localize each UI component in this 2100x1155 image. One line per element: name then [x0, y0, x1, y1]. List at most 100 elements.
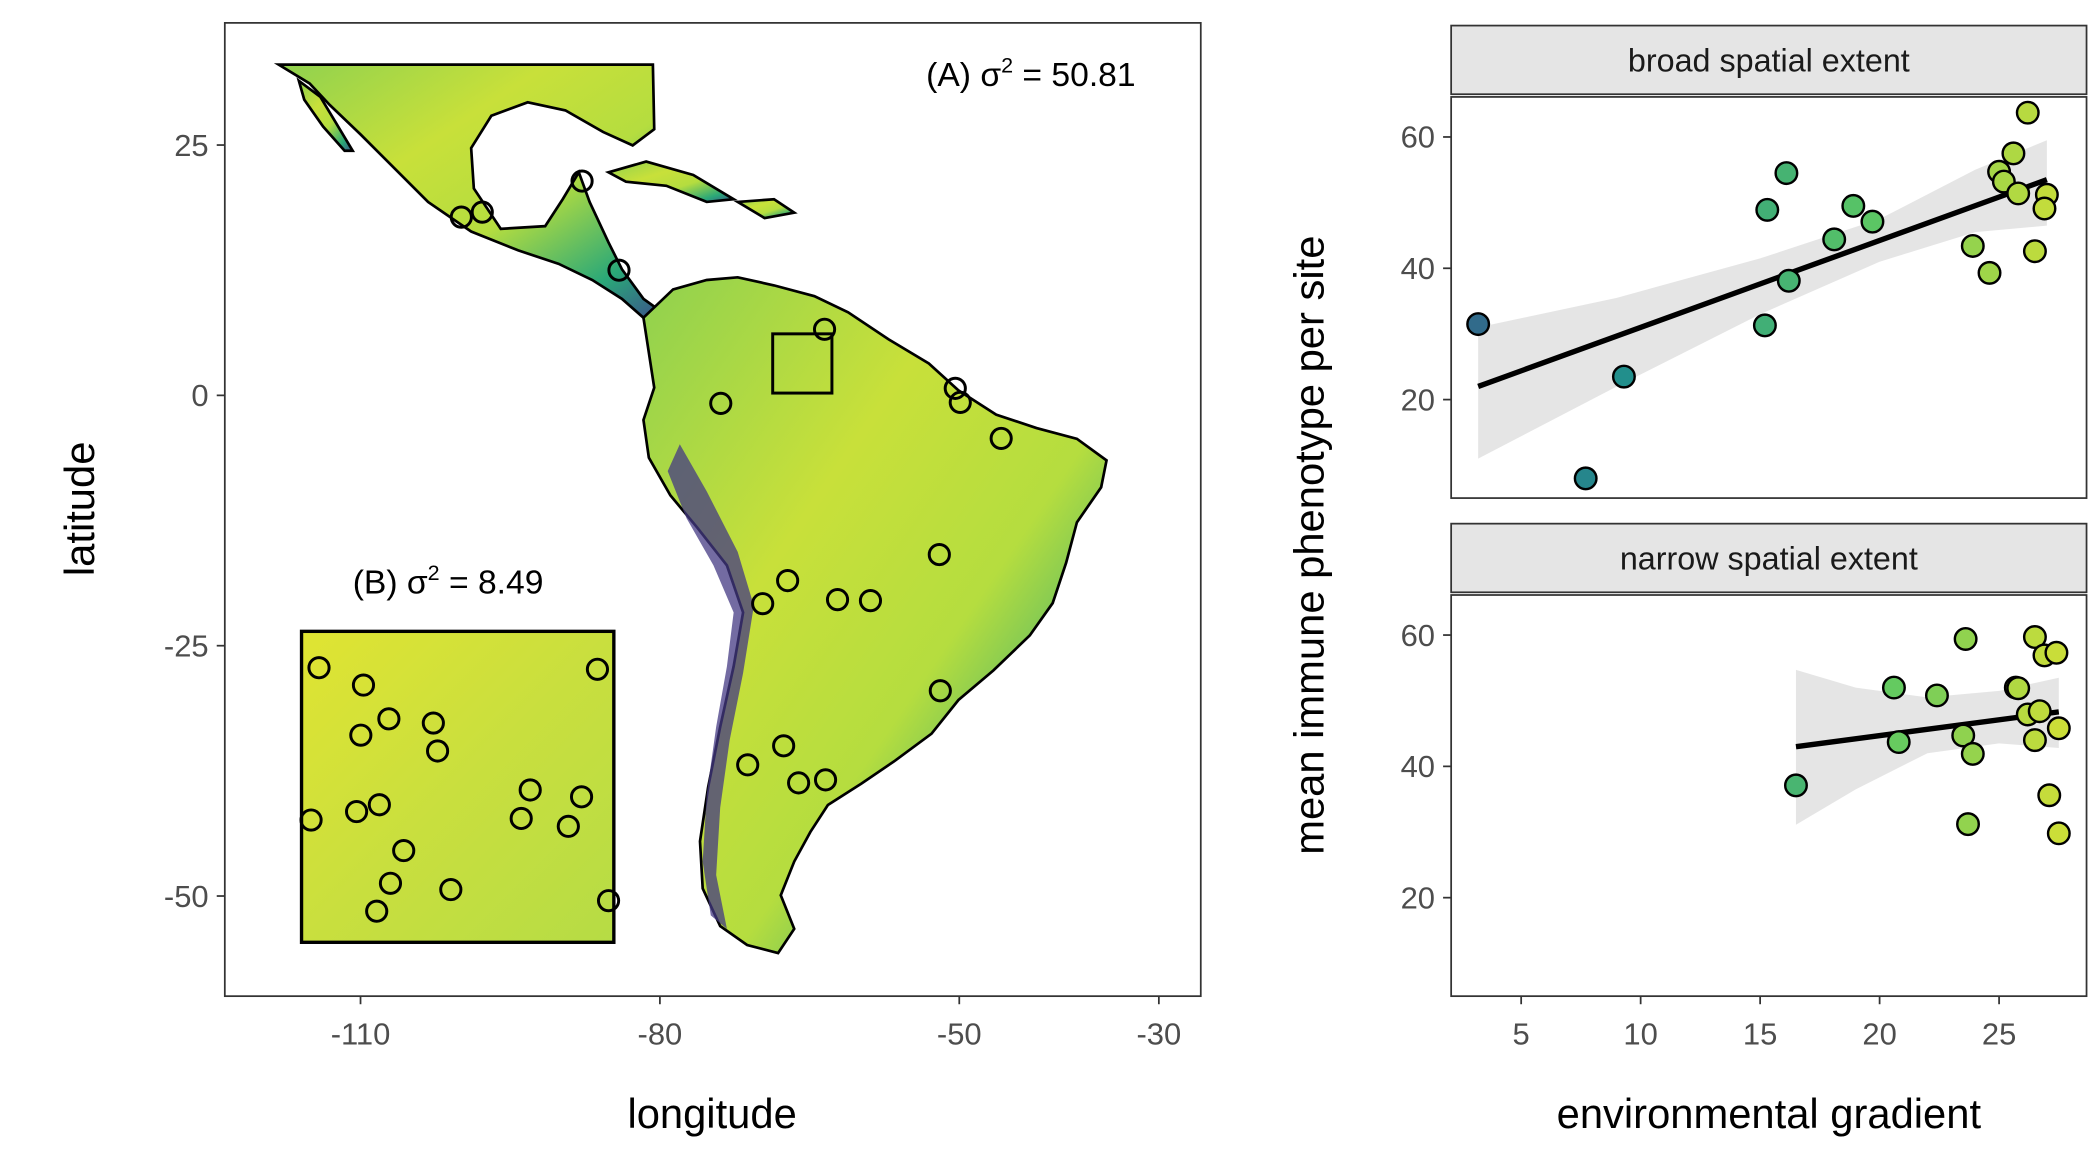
facet-strip-title: narrow spatial extent: [1620, 540, 1918, 576]
site-marker: [470, 200, 494, 224]
map-y-tick-label: -50: [164, 879, 209, 914]
inset-locator-box: [771, 332, 834, 395]
facet-narrow: narrow spatial extent 20 40 60: [1401, 522, 2088, 998]
data-point: [1783, 773, 1808, 798]
regression-line: [1795, 709, 2060, 750]
data-point: [1573, 466, 1598, 491]
inset-site-marker: [349, 723, 373, 747]
site-marker: [825, 588, 850, 612]
facet-strip-title: broad spatial extent: [1628, 42, 1910, 78]
map-frame: [223, 22, 1202, 998]
regression-line: [1477, 177, 2048, 389]
map-x-tick-label: -110: [331, 1017, 391, 1052]
data-point: [1956, 812, 1980, 837]
data-point: [1881, 675, 1906, 700]
site-marker: [812, 317, 837, 341]
inset-site-marker: [299, 808, 323, 832]
facet-frame: [1450, 594, 2088, 998]
y-tick-label: 20: [1401, 880, 1435, 915]
site-marker: [736, 753, 760, 777]
site-marker: [570, 169, 594, 193]
data-point: [2032, 196, 2057, 221]
north-central-america: [273, 63, 666, 320]
map-y-tick-label: 0: [191, 378, 208, 413]
data-point: [1755, 197, 1780, 222]
inset-site-marker: [518, 778, 542, 802]
data-point: [2046, 821, 2071, 846]
map-y-tick-label: -25: [164, 628, 209, 663]
data-point: [1466, 312, 1491, 337]
data-point: [1776, 268, 1801, 293]
data-point: [2027, 699, 2052, 724]
data-point: [1951, 723, 1976, 748]
data-point: [1924, 683, 1949, 708]
data-point: [2006, 676, 2031, 701]
site-marker: [989, 426, 1013, 451]
facet-y-axis-title: mean immune phenotype per site: [1285, 236, 1332, 855]
facet-frame: [1450, 96, 2088, 499]
confidence-band: [1795, 669, 2059, 825]
map-x-tick-label: -50: [937, 1017, 982, 1052]
site-marker: [709, 391, 733, 415]
inset-site-marker: [365, 899, 389, 923]
data-point: [1860, 209, 1885, 234]
inset-site-marker: [596, 889, 621, 913]
map-axes: -110 -80 -50 -30 25 0 -25 -50: [164, 128, 1181, 1052]
inset-site-marker: [367, 793, 391, 817]
data-point: [2022, 728, 2047, 753]
facet-strip: [1450, 522, 2088, 594]
site-marker: [858, 589, 883, 613]
x-tick-label: 25: [1982, 1017, 2016, 1052]
site-marker: [948, 390, 972, 414]
data-point: [1960, 741, 1985, 766]
inset-sites: [299, 656, 621, 923]
hispaniola: [733, 197, 798, 220]
site-marker: [787, 771, 811, 795]
data-point: [2044, 640, 2069, 665]
inset-site-marker: [345, 800, 369, 824]
data-point: [1977, 260, 2002, 285]
inset-site-marker: [378, 871, 403, 895]
land-layer: [273, 63, 1109, 955]
data-point: [1886, 730, 1911, 755]
map-sites: [449, 169, 1013, 795]
inset-site-marker: [569, 785, 594, 809]
data-point: [1752, 313, 1777, 338]
inset-site-marker: [421, 711, 445, 735]
site-marker: [449, 205, 473, 229]
y-tick-label: 60: [1401, 618, 1435, 653]
y-tick-label: 40: [1401, 251, 1435, 286]
inset-site-marker: [509, 806, 533, 831]
site-marker: [943, 376, 967, 400]
data-point: [1822, 227, 1847, 252]
data-point: [2022, 239, 2047, 264]
map-x-tick-label: -30: [1136, 1017, 1181, 1052]
map-y-tick-label: 25: [174, 128, 208, 163]
y-tick-label: 60: [1401, 120, 1435, 155]
facet-x-axis-title: environmental gradient: [1557, 1090, 1982, 1137]
site-marker: [813, 768, 838, 792]
andes-highlands: [667, 444, 754, 929]
data-point: [1841, 193, 1866, 218]
inset-site-marker: [377, 707, 401, 731]
inset-site-marker: [307, 656, 331, 680]
data-point: [1953, 627, 1978, 651]
map-panel: (A) σ2 = 50.81 (B) σ2 = 8.49 -110 -80 -50-…: [56, 22, 1202, 1137]
site-marker: [751, 592, 775, 616]
data-point: [1774, 161, 1799, 186]
site-marker: [772, 734, 796, 758]
data-point: [2046, 716, 2071, 741]
map-x-tick-label: -80: [638, 1017, 683, 1052]
facet-strip: [1450, 24, 2088, 96]
x-tick-label: 10: [1623, 1017, 1657, 1052]
inset-site-marker: [351, 673, 376, 697]
annotation-a: (A) σ2 = 50.81: [926, 54, 1135, 94]
site-marker: [607, 258, 631, 282]
cuba: [604, 160, 738, 204]
data-point: [2037, 783, 2062, 808]
baja-california: [296, 77, 356, 153]
x-tick-label: 20: [1862, 1017, 1896, 1052]
y-tick-label: 20: [1401, 382, 1435, 417]
inset-site-marker: [392, 839, 416, 863]
